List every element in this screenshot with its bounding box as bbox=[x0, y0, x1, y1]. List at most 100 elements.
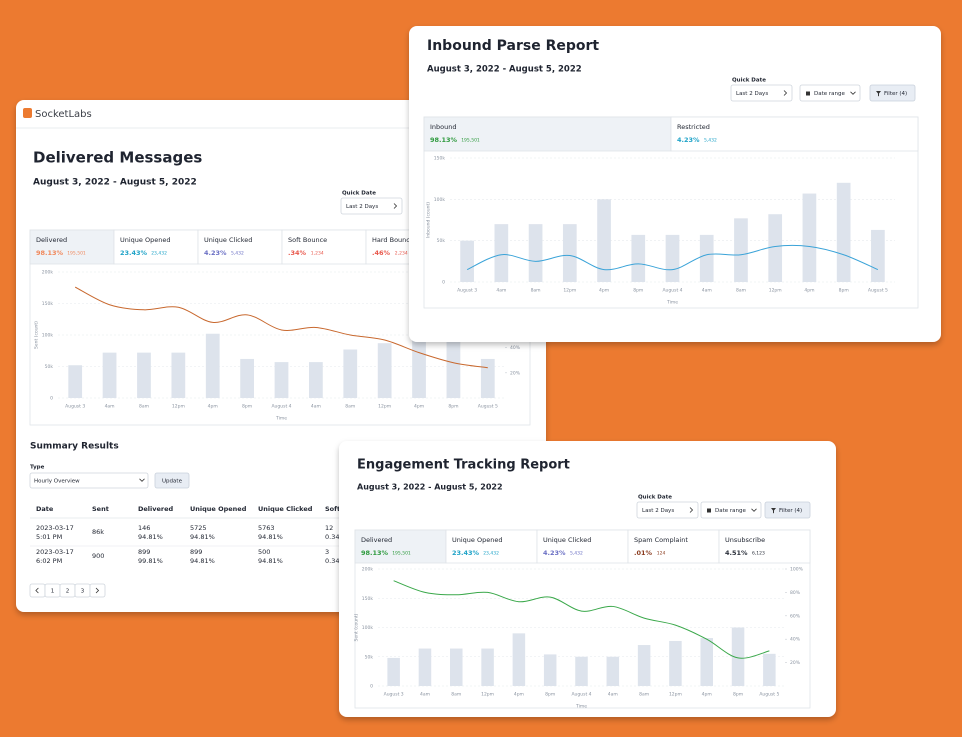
x-tick-label: 4pm bbox=[208, 404, 218, 410]
x-tick-label: August 4 bbox=[271, 404, 291, 410]
tab-name: Delivered bbox=[361, 536, 392, 544]
page-number[interactable]: 3 bbox=[81, 589, 85, 595]
x-tick-label: August 4 bbox=[571, 692, 591, 698]
filter-button[interactable] bbox=[764, 501, 811, 519]
page-next[interactable] bbox=[89, 583, 106, 598]
x-tick-label: 4pm bbox=[599, 288, 609, 294]
x-tick-label: August 3 bbox=[65, 404, 85, 410]
bar bbox=[768, 214, 783, 282]
type-select[interactable] bbox=[29, 472, 149, 489]
page-number[interactable]: 1 bbox=[51, 589, 55, 595]
tab-name: Unique Opened bbox=[120, 236, 170, 244]
x-tick-label: August 5 bbox=[759, 692, 779, 698]
table-cell: 6:02 PM bbox=[36, 557, 62, 565]
metric-tab[interactable] bbox=[29, 229, 115, 265]
tab-name: Delivered bbox=[36, 236, 67, 244]
table-cell: 0.34% bbox=[325, 533, 346, 541]
date-range-label: Date range bbox=[814, 91, 846, 97]
x-tick-label: 8pm bbox=[633, 288, 643, 294]
date-range: August 3, 2022 - August 5, 2022 bbox=[33, 178, 197, 188]
tab-name: Inbound bbox=[430, 123, 457, 131]
y-tick-label: 0 bbox=[370, 684, 373, 690]
y-tick-label: 50k bbox=[45, 364, 54, 370]
date-range-button[interactable] bbox=[799, 84, 861, 102]
x-tick-label: 4pm bbox=[414, 404, 424, 410]
bar bbox=[700, 638, 713, 686]
bar bbox=[460, 240, 474, 282]
metric-tab[interactable] bbox=[627, 529, 720, 564]
y-axis-label: Sent (count) bbox=[354, 613, 360, 641]
bar bbox=[171, 352, 186, 398]
metric-tab[interactable] bbox=[281, 229, 367, 265]
chevron-icon bbox=[35, 587, 39, 594]
x-tick-label: 4pm bbox=[804, 288, 814, 294]
x-tick-label: 8am bbox=[639, 692, 649, 698]
quick-date-value: Last 2 Days bbox=[642, 508, 674, 514]
metric-tab[interactable] bbox=[354, 529, 447, 564]
x-tick-label: 12pm bbox=[563, 288, 576, 294]
metric-tab[interactable] bbox=[670, 116, 919, 152]
table-cell: 900 bbox=[92, 552, 104, 560]
table-cell: 94.81% bbox=[190, 533, 215, 541]
date-range-label: Date range bbox=[715, 508, 747, 514]
date-range-button[interactable] bbox=[700, 501, 762, 519]
bar bbox=[512, 633, 526, 686]
table-cell: 5763 bbox=[258, 524, 275, 532]
tab-count: 23,432 bbox=[151, 251, 167, 257]
tab-percent: 98.13% bbox=[36, 249, 64, 257]
bar bbox=[562, 224, 577, 282]
bar bbox=[481, 648, 494, 686]
metric-tab[interactable] bbox=[445, 529, 538, 564]
x-tick-label: 4am bbox=[496, 288, 506, 294]
filter-icon bbox=[876, 91, 881, 97]
tab-name: Restricted bbox=[677, 123, 710, 131]
tab-count: 195,501 bbox=[461, 138, 480, 144]
quick-date-select[interactable] bbox=[636, 501, 699, 519]
tab-percent: 98.13% bbox=[430, 136, 458, 144]
bar bbox=[836, 182, 851, 282]
bar bbox=[137, 352, 151, 398]
bar bbox=[205, 333, 220, 398]
page-prev[interactable] bbox=[29, 583, 46, 598]
x-tick-label: August 5 bbox=[478, 404, 498, 410]
bar bbox=[597, 199, 611, 282]
y-axis-label: Sent (count) bbox=[34, 321, 40, 349]
x-tick-label: 12pm bbox=[378, 404, 391, 410]
y-tick-label: 0 bbox=[442, 280, 445, 286]
chevron-icon bbox=[95, 587, 100, 594]
tab-percent: .46% bbox=[372, 249, 391, 257]
series-line bbox=[74, 286, 488, 369]
tab-percent: 4.51% bbox=[725, 549, 748, 557]
bar bbox=[699, 234, 714, 282]
inbound-panel: Inbound Parse Report August 3, 2022 - Aug… bbox=[409, 26, 941, 342]
y2-tick-label: 60% bbox=[790, 613, 801, 619]
metric-tab[interactable] bbox=[536, 529, 629, 564]
x-tick-label: 4pm bbox=[702, 692, 712, 698]
quick-date-select[interactable] bbox=[340, 197, 403, 215]
tab-count: 23,432 bbox=[483, 551, 499, 557]
table-cell: 5:01 PM bbox=[36, 533, 62, 541]
bar bbox=[377, 343, 392, 398]
bar bbox=[309, 362, 323, 398]
metric-tab[interactable] bbox=[718, 529, 811, 564]
table-header: Delivered bbox=[138, 505, 174, 513]
chevron-icon bbox=[393, 203, 398, 209]
tab-name: Hard Bounce bbox=[372, 236, 414, 244]
page-number[interactable]: 2 bbox=[66, 589, 70, 595]
metric-tab[interactable] bbox=[197, 229, 283, 265]
table-cell: 99.81% bbox=[138, 557, 163, 565]
date-range: August 3, 2022 - August 5, 2022 bbox=[357, 483, 503, 492]
x-tick-label: August 5 bbox=[868, 288, 888, 294]
metric-tab[interactable] bbox=[423, 116, 672, 152]
quick-date-select[interactable] bbox=[730, 84, 793, 102]
calendar-icon bbox=[707, 508, 711, 513]
filter-button[interactable] bbox=[869, 84, 916, 102]
update-button[interactable] bbox=[154, 472, 190, 489]
x-tick-label: 8pm bbox=[733, 692, 743, 698]
table-cell: 94.81% bbox=[190, 557, 215, 565]
y2-tick-label: 80% bbox=[790, 590, 801, 596]
bar bbox=[494, 224, 509, 282]
table-header: Unique Clicked bbox=[258, 505, 313, 513]
filter-icon bbox=[771, 508, 776, 514]
